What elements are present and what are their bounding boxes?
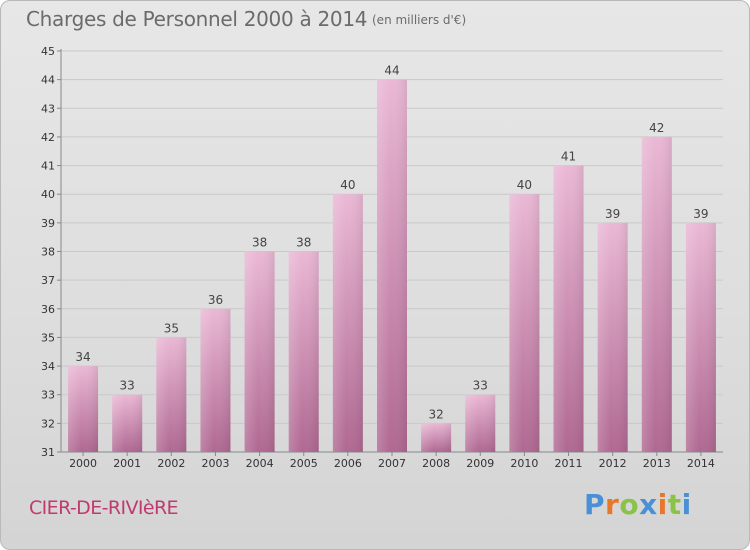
y-tick-labels: 31 32 33 34 35 36 37 38 39 40 41 42 43 44 45 bbox=[41, 45, 55, 459]
x-tick-label: 2005 bbox=[290, 457, 318, 470]
y-tick-label: 45 bbox=[41, 45, 55, 58]
bar-shade bbox=[244, 251, 275, 452]
value-label: 36 bbox=[208, 293, 223, 307]
bar-shade bbox=[112, 394, 143, 452]
y-tick-label: 38 bbox=[41, 246, 55, 259]
y-tick-label: 37 bbox=[41, 274, 55, 287]
x-tick-label: 2009 bbox=[466, 457, 494, 470]
value-label: 41 bbox=[561, 150, 576, 164]
x-tick-label: 2008 bbox=[422, 457, 450, 470]
logo-letter: r bbox=[605, 488, 620, 521]
chart-title: Charges de Personnel 2000 à 2014 bbox=[26, 7, 368, 31]
bar-shade bbox=[465, 394, 496, 452]
value-label: 32 bbox=[428, 407, 443, 421]
bar-shade bbox=[200, 308, 231, 452]
y-tick-label: 39 bbox=[41, 217, 55, 230]
x-tick-label: 2013 bbox=[643, 457, 671, 470]
y-tick-label: 40 bbox=[41, 188, 55, 201]
value-label: 40 bbox=[340, 178, 355, 192]
value-label: 38 bbox=[296, 236, 311, 250]
y-tick-label: 31 bbox=[41, 446, 55, 459]
x-tick-label: 2000 bbox=[69, 457, 97, 470]
x-tick-label: 2004 bbox=[246, 457, 274, 470]
y-tick-label: 43 bbox=[41, 102, 55, 115]
logo-letter: i bbox=[681, 488, 692, 521]
value-label: 44 bbox=[384, 64, 399, 78]
value-labels: 34 33 35 36 38 38 40 44 32 33 40 41 39 42 39 bbox=[75, 64, 708, 422]
x-tick-label: 2006 bbox=[334, 457, 362, 470]
logo-letter: o bbox=[619, 488, 640, 521]
x-tick-label: 2002 bbox=[157, 457, 185, 470]
bar-shade bbox=[332, 194, 363, 452]
bar-shade bbox=[156, 337, 187, 452]
y-tick-label: 44 bbox=[41, 74, 55, 87]
value-label: 35 bbox=[164, 321, 179, 335]
y-tick-label: 33 bbox=[41, 389, 55, 402]
x-tick-labels: 2000 2001 2002 2003 2004 2005 2006 2007 2008 2009… bbox=[69, 452, 715, 470]
logo-letter: P bbox=[584, 488, 606, 521]
bar-shade bbox=[288, 251, 319, 452]
bar-shade bbox=[597, 222, 628, 452]
proxiti-logo: Proxiti bbox=[584, 488, 692, 521]
value-label: 39 bbox=[605, 207, 620, 221]
x-tick-label: 2001 bbox=[113, 457, 141, 470]
bar-shade bbox=[509, 194, 540, 452]
value-label: 40 bbox=[517, 178, 532, 192]
commune-name: CIER-DE-RIVIèRE bbox=[29, 497, 179, 519]
logo-letter: t bbox=[667, 488, 682, 521]
bar-shade bbox=[553, 165, 584, 453]
value-label: 34 bbox=[75, 350, 90, 364]
y-tick-label: 36 bbox=[41, 303, 55, 316]
bar-shade bbox=[68, 366, 99, 452]
y-tick-label: 35 bbox=[41, 331, 55, 344]
value-label: 33 bbox=[120, 379, 135, 393]
value-label: 38 bbox=[252, 236, 267, 250]
x-tick-label: 2010 bbox=[510, 457, 538, 470]
value-label: 39 bbox=[693, 207, 708, 221]
bars bbox=[68, 79, 716, 453]
value-label: 42 bbox=[649, 121, 664, 135]
bar-shade bbox=[421, 423, 452, 452]
x-tick-label: 2012 bbox=[599, 457, 627, 470]
x-tick-label: 2003 bbox=[201, 457, 229, 470]
y-tick-label: 32 bbox=[41, 417, 55, 430]
y-tick-label: 41 bbox=[41, 160, 55, 173]
x-tick-label: 2011 bbox=[555, 457, 583, 470]
chart-subtitle: (en milliers d'€) bbox=[372, 13, 467, 27]
y-tick-label: 42 bbox=[41, 131, 55, 144]
logo-letter: i bbox=[657, 488, 668, 521]
x-tick-label: 2007 bbox=[378, 457, 406, 470]
x-tick-label: 2014 bbox=[687, 457, 715, 470]
bar-shade bbox=[641, 136, 672, 452]
bar-shade bbox=[377, 79, 407, 453]
logo-letter: x bbox=[639, 488, 658, 521]
value-label: 33 bbox=[473, 379, 488, 393]
y-tick-label: 34 bbox=[41, 360, 55, 373]
bar-shade bbox=[685, 222, 716, 452]
